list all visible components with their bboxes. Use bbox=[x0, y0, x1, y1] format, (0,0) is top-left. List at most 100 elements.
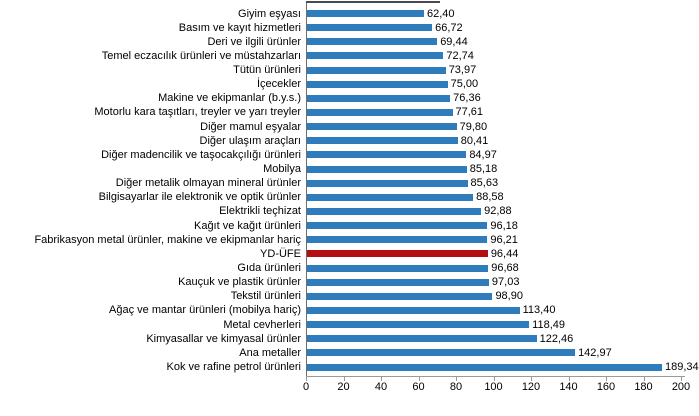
x-axis-tick bbox=[493, 377, 495, 381]
value-label: 72,74 bbox=[446, 49, 474, 62]
category-label: Gıda ürünleri bbox=[237, 262, 301, 275]
x-axis-tick bbox=[681, 377, 682, 381]
category-label: Ana metaller bbox=[239, 346, 301, 359]
category-label: Bilgisayarlar ile elektronik ve optik ür… bbox=[98, 191, 301, 204]
bar bbox=[307, 151, 467, 159]
x-axis-tick bbox=[456, 377, 457, 381]
x-axis-tick-label: 20 bbox=[337, 381, 350, 393]
x-axis-tick-label: 100 bbox=[484, 381, 503, 393]
value-label: 142,97 bbox=[578, 346, 612, 359]
bar-highlight bbox=[307, 250, 488, 258]
category-label: Diğer metalik olmayan mineral ürünler bbox=[115, 177, 301, 190]
value-label: 118,49 bbox=[532, 318, 565, 331]
x-axis-tick bbox=[381, 377, 382, 381]
value-label: 92,88 bbox=[484, 205, 512, 218]
value-label: 96,68 bbox=[491, 262, 519, 275]
x-axis-tick-label: 80 bbox=[449, 381, 463, 393]
category-label: Makine ve ekipmanlar (b.y.s.) bbox=[158, 92, 301, 105]
category-label: Kimyasallar ve kimyasal ürünler bbox=[146, 332, 301, 345]
value-label: 66,72 bbox=[435, 21, 463, 34]
category-label: Diğer ulaşım araçları bbox=[199, 134, 301, 147]
y-axis-line bbox=[306, 3, 307, 377]
bar bbox=[307, 207, 482, 215]
bar bbox=[307, 66, 446, 74]
x-axis-tick bbox=[306, 377, 307, 381]
value-label: 96,21 bbox=[490, 233, 518, 246]
x-axis-tick-label: 180 bbox=[634, 381, 653, 393]
category-label: Giyim eşyası bbox=[238, 7, 301, 20]
x-axis-tick bbox=[643, 377, 645, 381]
bar bbox=[307, 52, 444, 60]
bar bbox=[307, 24, 433, 32]
category-label: Diğer mamul eşyalar bbox=[200, 120, 301, 133]
category-label: Motorlu kara taşıtları, treyler ve yarı … bbox=[94, 106, 301, 119]
bar bbox=[307, 335, 537, 343]
category-label: Tütün ürünleri bbox=[233, 64, 301, 77]
bar bbox=[307, 236, 488, 244]
x-axis-tick-label: 60 bbox=[412, 381, 425, 393]
category-label: Ağaç ve mantar ürünleri (mobilya hariç) bbox=[109, 304, 301, 317]
value-label: 75,00 bbox=[450, 78, 479, 91]
bar bbox=[307, 179, 468, 187]
x-axis-tick-label: 120 bbox=[521, 381, 541, 393]
value-label: 189,34 bbox=[665, 361, 699, 373]
category-label: Temel eczacılık ürünleri ve müstahzarlar… bbox=[101, 49, 301, 62]
x-axis-tick-label: 160 bbox=[596, 381, 616, 393]
value-label: 80,41 bbox=[460, 134, 489, 147]
x-axis-tick bbox=[531, 377, 532, 381]
x-axis-line bbox=[306, 376, 685, 377]
value-label: 113,40 bbox=[522, 304, 556, 317]
bar bbox=[307, 363, 662, 371]
bar bbox=[307, 108, 453, 116]
bar bbox=[307, 321, 530, 329]
value-label: 76,36 bbox=[453, 92, 481, 105]
x-axis-tick bbox=[568, 377, 570, 381]
x-axis-tick bbox=[343, 377, 345, 381]
category-label: Fabrikasyon metal ürünler, makine ve eki… bbox=[34, 233, 301, 246]
bar bbox=[307, 123, 457, 131]
category-label: Tekstil ürünleri bbox=[230, 290, 301, 303]
category-label: Basım ve kayıt hizmetleri bbox=[178, 21, 301, 34]
category-label: Elektrikli teçhizat bbox=[219, 205, 301, 218]
bar bbox=[307, 38, 438, 46]
value-label: 84,97 bbox=[469, 148, 497, 161]
value-label: 85,63 bbox=[470, 177, 499, 190]
category-label: İçecekler bbox=[256, 78, 301, 91]
category-label: Kok ve rafine petrol ürünleri bbox=[166, 361, 301, 373]
value-label: 73,97 bbox=[448, 64, 477, 77]
x-axis-tick-label: 40 bbox=[374, 381, 388, 393]
value-label: 96,44 bbox=[490, 247, 519, 260]
bar bbox=[307, 165, 467, 173]
value-label: 122,46 bbox=[539, 332, 574, 345]
category-label: Mobilya bbox=[263, 163, 301, 176]
value-label: 79,80 bbox=[459, 120, 488, 133]
x-axis-tick-label: 200 bbox=[671, 381, 691, 393]
bar bbox=[307, 222, 488, 230]
value-label: 97,03 bbox=[491, 276, 520, 289]
bar bbox=[307, 292, 493, 300]
value-label: 88,58 bbox=[476, 191, 504, 204]
category-label: Metal cevherleri bbox=[223, 318, 301, 331]
bar bbox=[307, 264, 489, 272]
value-label: 96,18 bbox=[490, 219, 518, 232]
x-axis-tick-label: 0 bbox=[302, 381, 310, 393]
value-label: 69,44 bbox=[440, 35, 468, 48]
cropped-artifact-line bbox=[306, 1, 440, 3]
category-label: Kauçuk ve plastik ürünler bbox=[178, 276, 301, 289]
bar bbox=[307, 193, 474, 201]
bar bbox=[307, 94, 451, 102]
value-label: 77,61 bbox=[455, 106, 484, 119]
value-label: 85,18 bbox=[469, 163, 498, 176]
bar bbox=[307, 349, 576, 357]
bar bbox=[307, 137, 458, 145]
value-label: 98,90 bbox=[495, 290, 523, 303]
x-axis-tick-label: 140 bbox=[559, 381, 578, 393]
category-label: Deri ve ilgili ürünler bbox=[207, 35, 301, 48]
category-label: Diğer madencilik ve taşocakçılığı ürünle… bbox=[101, 148, 301, 161]
bar bbox=[307, 80, 448, 88]
value-label: 62,40 bbox=[427, 7, 455, 20]
category-label: YD-ÜFE bbox=[260, 247, 301, 260]
category-label: Kağıt ve kağıt ürünleri bbox=[193, 219, 301, 232]
x-axis-tick bbox=[418, 377, 420, 381]
